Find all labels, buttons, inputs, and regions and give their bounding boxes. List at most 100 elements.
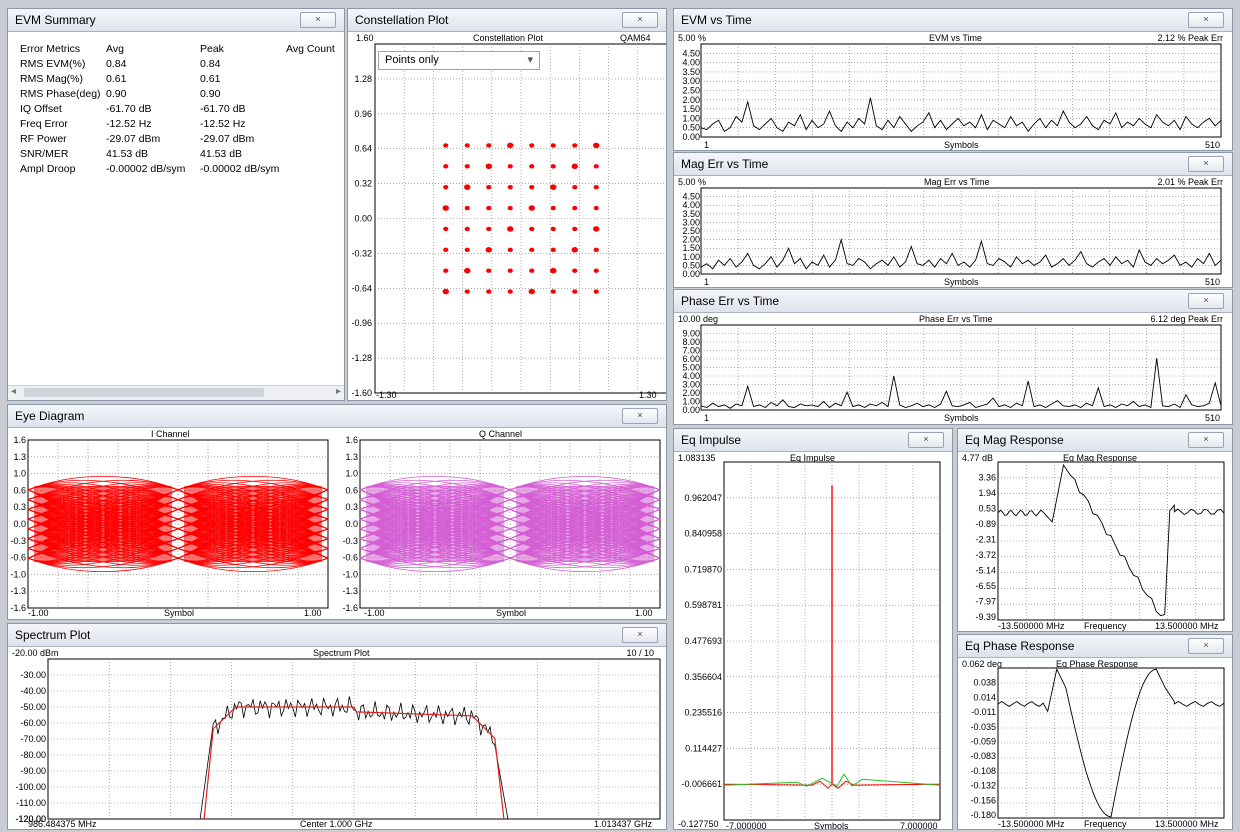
x-max-label: 1.013437 GHz: [593, 819, 652, 829]
eq-mag-title: Eq Mag Response: [965, 433, 1064, 447]
plot-title: Mag Err vs Time: [924, 177, 990, 187]
eq-impulse-titlebar: Eq Impulse ×: [674, 429, 952, 452]
metric-avg: 0.84: [106, 58, 127, 70]
eye-trace: [509, 476, 661, 491]
plot-title: Phase Err vs Time: [919, 314, 993, 324]
y-tick-label: -0.132: [970, 781, 996, 791]
metric-peak: -29.07 dBm: [200, 133, 255, 145]
evm-time-panel: EVM vs Time × 5.00 % EVM vs Time 2.12 % …: [673, 8, 1233, 151]
y-tick-label: 3.36: [978, 472, 996, 482]
metric-avg: 41.53 dB: [106, 148, 149, 160]
y-max-label: 4.77 dB: [962, 453, 994, 463]
metric-peak: -12.52 Hz: [200, 118, 246, 130]
constellation-point: [593, 164, 599, 169]
metric-label: RMS Phase(deg): [20, 88, 101, 100]
constellation-point: [550, 247, 556, 253]
close-button[interactable]: ×: [908, 432, 944, 448]
y-tick-label: 5.00: [682, 363, 700, 373]
chevron-down-icon[interactable]: ▾: [527, 54, 533, 66]
constellation-point: [571, 247, 578, 253]
y-tick-label: -0.96: [351, 318, 372, 328]
constellation-point: [443, 143, 449, 148]
y-tick-label: -0.32: [351, 248, 372, 258]
spectrum-average-trace: [203, 706, 505, 820]
constellation-point: [486, 268, 492, 273]
metric-label: SNR/MER: [20, 148, 69, 160]
close-button[interactable]: ×: [1188, 432, 1224, 448]
x-axis-label: Frequency: [1084, 819, 1127, 829]
x-max-label: 510: [1204, 277, 1220, 287]
constellation-point: [529, 164, 535, 169]
constellation-point: [572, 226, 578, 232]
close-button[interactable]: ×: [622, 408, 658, 424]
scroll-left-icon[interactable]: ◂: [11, 386, 17, 397]
mag-response-trace: [997, 463, 1225, 617]
y-tick-label: 0.840958: [684, 529, 722, 539]
plot-title: EVM vs Time: [929, 33, 983, 43]
close-button[interactable]: ×: [1188, 12, 1224, 28]
metric-peak: 0.61: [200, 73, 221, 85]
error-trace: [700, 237, 1222, 270]
constellation-point: [528, 288, 535, 295]
eq-mag-titlebar: Eq Mag Response ×: [958, 429, 1232, 452]
constellation-point: [507, 164, 513, 169]
constellation-point: [443, 268, 449, 273]
constellation-point: [507, 247, 513, 253]
phase-time-panel: Phase Err vs Time × 10.00 deg Phase Err …: [673, 289, 1233, 425]
y-tick-label: 0.64: [354, 144, 372, 154]
peak-error-label: 6.12 deg Peak Err: [1150, 314, 1223, 324]
y-tick-label: 0.96: [354, 109, 372, 119]
close-button[interactable]: ×: [1188, 156, 1224, 172]
column-header: Avg: [106, 43, 124, 55]
y-tick-label: -0.083: [970, 751, 996, 761]
y-tick-label: -1.3: [342, 586, 358, 596]
y-tick-label: 8.00: [682, 337, 700, 347]
spectrum-trace: [199, 696, 509, 820]
y-tick-label: 0.014: [973, 692, 996, 702]
evm-summary-panel: EVM Summary × Error Metrics Avg Peak Avg…: [7, 8, 345, 401]
eye-diagram-title: Eye Diagram: [15, 409, 85, 423]
close-button[interactable]: ×: [622, 12, 658, 28]
evm-time-chart: 4.504.003.503.002.502.001.501.000.500.00: [682, 43, 1222, 142]
metric-label: RF Power: [20, 133, 67, 145]
eye-diagram-chart: 1.6 1.3 1.0 0.6 0.3 0.0 -0.3 -0.6 -1.0 -1.3 -1.6 1.…: [10, 435, 661, 613]
y-tick-label: 3.00: [682, 76, 700, 86]
y-tick-label: 1.94: [978, 488, 996, 498]
column-header: Peak: [200, 43, 224, 55]
y-tick-label: -1.0: [10, 569, 26, 579]
x-min-label: -13.500000 MHz: [998, 819, 1065, 829]
scroll-thumb[interactable]: [24, 388, 264, 397]
constellation-point: [507, 142, 514, 149]
y-tick-label: -0.6: [10, 553, 26, 563]
y-tick-label: 0.962047: [684, 493, 722, 503]
constellation-point: [486, 226, 492, 232]
constellation-point: [593, 268, 599, 273]
y-tick-label: -7.97: [975, 596, 996, 606]
y-tick-label: 0.00: [354, 214, 372, 224]
x-max-label: 13.500000 MHz: [1155, 819, 1219, 829]
y-tick-label: 0.477693: [684, 636, 722, 646]
close-button[interactable]: ×: [300, 12, 336, 28]
y-tick-label: -0.3: [10, 536, 26, 546]
eye-trace: [359, 476, 511, 491]
close-button[interactable]: ×: [1188, 638, 1224, 654]
scroll-right-icon[interactable]: ▸: [335, 386, 341, 397]
y-tick-label: -0.035: [970, 722, 996, 732]
y-tick-label: 3.50: [682, 209, 700, 219]
y-tick-label: 3.50: [682, 67, 700, 77]
mag-time-chart: 4.504.003.503.002.502.001.501.000.500.00: [682, 187, 1222, 279]
y-tick-label: 0.32: [354, 179, 372, 189]
y-max-label: -20.00 dBm: [12, 648, 59, 658]
constellation-titlebar: Constellation Plot ×: [348, 9, 666, 32]
display-mode-dropdown[interactable]: Points only ▾: [378, 51, 540, 70]
constellation-point: [572, 184, 578, 190]
column-header: Avg Count: [286, 43, 335, 55]
close-button[interactable]: ×: [1188, 293, 1224, 309]
y-tick-label: 1.0: [345, 469, 358, 479]
constellation-point: [572, 289, 578, 294]
constellation-point: [550, 184, 557, 190]
constellation-point: [485, 247, 492, 253]
horizontal-scrollbar[interactable]: ◂ ▸: [8, 385, 344, 400]
y-tick-label: 1.3: [13, 452, 26, 462]
close-button[interactable]: ×: [622, 627, 658, 643]
